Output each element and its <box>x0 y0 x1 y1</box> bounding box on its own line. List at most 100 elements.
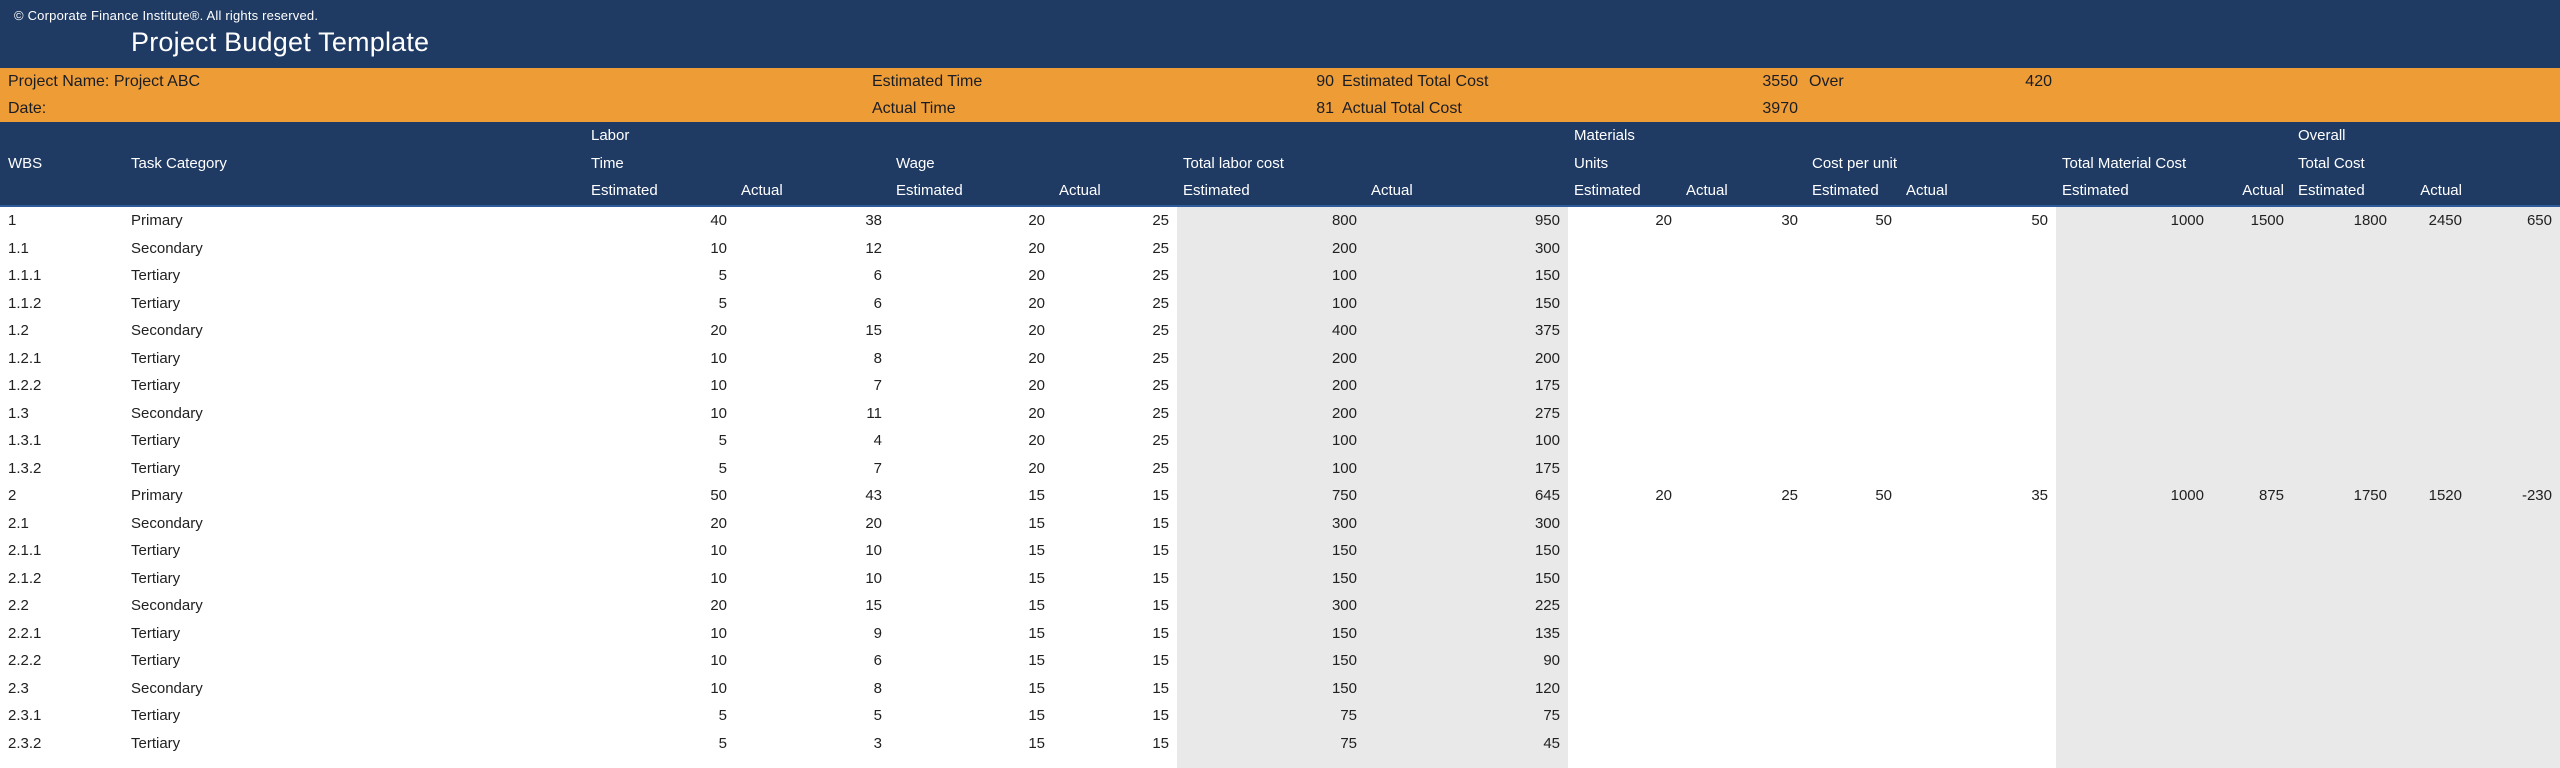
cell[interactable] <box>2395 289 2470 317</box>
cell[interactable] <box>1568 537 1680 565</box>
cell[interactable] <box>2212 674 2292 702</box>
cell[interactable] <box>1806 344 1900 372</box>
cell[interactable] <box>1900 289 2056 317</box>
cell[interactable]: 200 <box>1177 371 1365 400</box>
cell[interactable]: 3 <box>873 734 882 752</box>
cell[interactable]: 5 <box>873 707 882 725</box>
cell[interactable]: 1500 <box>2212 205 2292 235</box>
cell[interactable]: 2.1.2 <box>8 569 42 587</box>
cell[interactable] <box>2470 536 2560 565</box>
cell[interactable] <box>1680 647 1806 675</box>
cell[interactable]: 1000 <box>2056 205 2212 235</box>
cell[interactable]: 2.2 <box>8 597 29 615</box>
cell[interactable] <box>1806 564 1900 592</box>
cell[interactable]: 7 <box>873 377 882 395</box>
cell[interactable]: 15 <box>1152 707 1169 725</box>
cell[interactable]: 25 <box>1152 267 1169 285</box>
cell[interactable]: 15 <box>1152 597 1169 615</box>
cell[interactable] <box>1900 262 2056 290</box>
cell[interactable]: 2.3 <box>8 679 29 697</box>
cell[interactable] <box>1680 427 1806 455</box>
cell[interactable] <box>1900 674 2056 702</box>
cell[interactable] <box>1680 454 1806 482</box>
cell[interactable] <box>1680 399 1806 427</box>
cell[interactable] <box>2212 509 2292 537</box>
cell[interactable]: 150 <box>1365 261 1568 290</box>
cell[interactable] <box>2292 729 2395 757</box>
cell[interactable]: 40 <box>710 212 727 230</box>
cell[interactable] <box>2395 261 2470 290</box>
cell[interactable]: 150 <box>1365 564 1568 592</box>
cell[interactable]: Tertiary <box>131 652 181 670</box>
cell[interactable]: 25 <box>1152 404 1169 422</box>
cell[interactable]: Tertiary <box>131 569 181 587</box>
cell[interactable] <box>1680 344 1806 372</box>
cell[interactable]: 20 <box>1028 377 1045 395</box>
cell[interactable] <box>2056 289 2212 317</box>
cell[interactable] <box>2056 261 2212 290</box>
cell[interactable]: 10 <box>710 624 727 642</box>
cell[interactable] <box>2470 454 2560 482</box>
cell[interactable]: 10 <box>710 569 727 587</box>
cell[interactable]: 43 <box>865 487 882 505</box>
cell[interactable]: 200 <box>1177 234 1365 262</box>
cell[interactable]: 1.3.2 <box>8 459 42 477</box>
cell[interactable]: 150 <box>1365 536 1568 565</box>
cell[interactable] <box>2212 426 2292 455</box>
cell[interactable] <box>1806 729 1900 757</box>
cell[interactable] <box>2292 234 2395 262</box>
cell[interactable]: 15 <box>1028 569 1045 587</box>
cell[interactable]: 15 <box>1028 514 1045 532</box>
cell[interactable] <box>2056 454 2212 482</box>
cell[interactable] <box>2056 371 2212 400</box>
cell[interactable] <box>2292 536 2395 565</box>
cell[interactable]: 15 <box>1152 569 1169 587</box>
cell[interactable] <box>1806 289 1900 317</box>
cell[interactable]: 1.1.1 <box>8 267 42 285</box>
cell[interactable] <box>2056 619 2212 647</box>
cell[interactable] <box>1806 702 1900 730</box>
cell[interactable]: 6 <box>873 652 882 670</box>
cell[interactable] <box>1900 564 2056 592</box>
cell[interactable] <box>2292 509 2395 537</box>
cell[interactable] <box>2470 261 2560 290</box>
cell[interactable] <box>1806 647 1900 675</box>
cell[interactable] <box>2292 316 2395 345</box>
cell[interactable]: 400 <box>1177 316 1365 345</box>
cell[interactable]: 25 <box>1152 212 1169 230</box>
cell[interactable] <box>1680 262 1806 290</box>
cell[interactable]: 15 <box>1028 734 1045 752</box>
cell[interactable] <box>2212 701 2292 730</box>
date-cell[interactable]: Date: <box>8 100 47 117</box>
cell[interactable]: Tertiary <box>131 734 181 752</box>
cell[interactable]: 150 <box>1177 536 1365 565</box>
cell[interactable]: 100 <box>1365 426 1568 455</box>
cell[interactable] <box>1568 647 1680 675</box>
actual-time-value[interactable]: 81 <box>1316 100 1334 117</box>
over-value[interactable]: 420 <box>2025 73 2052 90</box>
cell[interactable] <box>2470 646 2560 675</box>
cell[interactable]: 175 <box>1365 454 1568 482</box>
cell[interactable] <box>1680 234 1806 262</box>
cell[interactable]: 38 <box>865 212 882 230</box>
cell[interactable] <box>2292 289 2395 317</box>
cell[interactable]: 20 <box>710 514 727 532</box>
cell[interactable]: 150 <box>1177 619 1365 647</box>
cell[interactable]: 20 <box>1028 432 1045 450</box>
cell[interactable]: 375 <box>1365 316 1568 345</box>
cell[interactable]: 1.2.2 <box>8 377 42 395</box>
cell[interactable]: 100 <box>1177 454 1365 482</box>
cell[interactable] <box>2395 316 2470 345</box>
cell[interactable]: 1000 <box>2056 481 2212 510</box>
cell[interactable] <box>2212 371 2292 400</box>
cell[interactable] <box>2056 399 2212 427</box>
cell[interactable] <box>1806 454 1900 482</box>
cell[interactable] <box>2292 399 2395 427</box>
cell[interactable]: 1.1.2 <box>8 294 42 312</box>
cell[interactable] <box>2395 701 2470 730</box>
cell[interactable] <box>1806 674 1900 702</box>
cell[interactable]: 300 <box>1365 234 1568 262</box>
cell[interactable]: 4 <box>873 432 882 450</box>
cell[interactable]: Tertiary <box>131 707 181 725</box>
cell[interactable]: 15 <box>865 597 882 615</box>
